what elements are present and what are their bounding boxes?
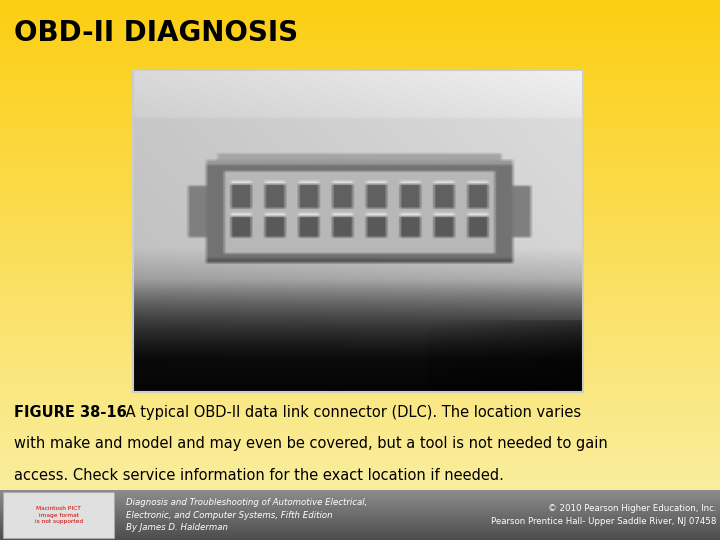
- Bar: [3, 492, 114, 538]
- Text: FIGURE 38-16: FIGURE 38-16: [14, 405, 127, 420]
- Text: A typical OBD-II data link connector (DLC). The location varies: A typical OBD-II data link connector (DL…: [121, 405, 581, 420]
- Text: OBD-II DIAGNOSIS: OBD-II DIAGNOSIS: [14, 19, 299, 47]
- Text: © 2010 Pearson Higher Education, Inc.
Pearson Prentice Hall- Upper Saddle River,: © 2010 Pearson Higher Education, Inc. Pe…: [491, 504, 716, 526]
- Text: Macintosh PICT
image format
is not supported: Macintosh PICT image format is not suppo…: [35, 507, 83, 524]
- Text: Diagnosis and Troubleshooting of Automotive Electrical,
Electronic, and Computer: Diagnosis and Troubleshooting of Automot…: [126, 498, 367, 532]
- Text: with make and model and may even be covered, but a tool is not needed to gain: with make and model and may even be cove…: [14, 436, 608, 451]
- Text: access. Check service information for the exact location if needed.: access. Check service information for th…: [14, 468, 504, 483]
- Bar: [133, 70, 583, 392]
